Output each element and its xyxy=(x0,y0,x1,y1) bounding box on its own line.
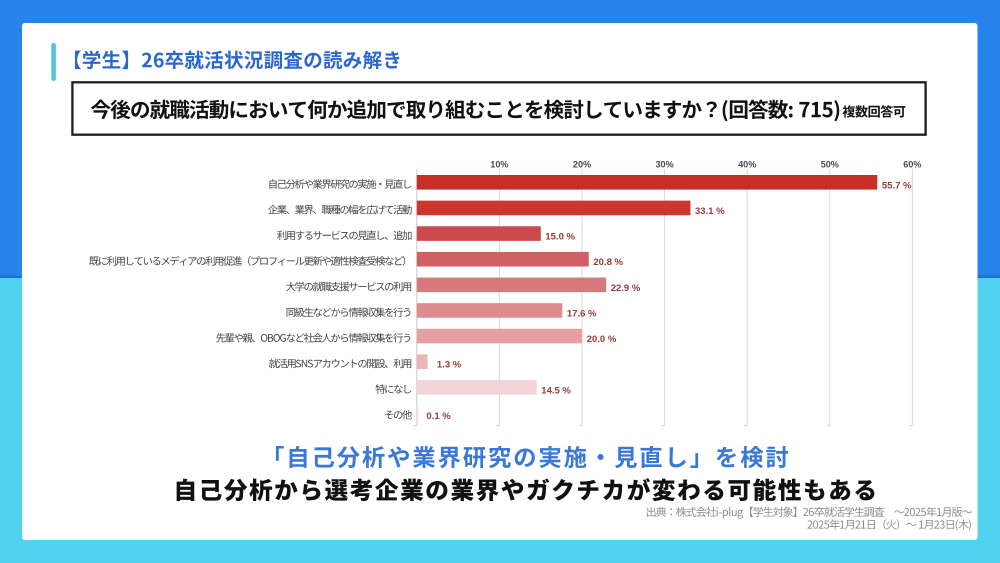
svg-text:0.1 %: 0.1 % xyxy=(426,411,451,422)
svg-text:30%: 30% xyxy=(655,160,673,170)
svg-text:14.5 %: 14.5 % xyxy=(541,385,571,396)
svg-text:20.0 %: 20.0 % xyxy=(587,334,617,345)
svg-text:33.1 %: 33.1 % xyxy=(695,206,725,217)
svg-text:1.3 %: 1.3 % xyxy=(437,360,462,371)
svg-text:60%: 60% xyxy=(903,160,921,170)
svg-text:15.0 %: 15.0 % xyxy=(545,232,575,243)
svg-text:20.8 %: 20.8 % xyxy=(593,257,623,268)
svg-text:17.6 %: 17.6 % xyxy=(567,308,597,319)
svg-text:40%: 40% xyxy=(738,160,756,170)
svg-text:22.9 %: 22.9 % xyxy=(611,283,641,294)
svg-text:55.7 %: 55.7 % xyxy=(882,180,912,191)
svg-text:10%: 10% xyxy=(490,160,508,170)
svg-text:20%: 20% xyxy=(573,160,591,170)
svg-text:50%: 50% xyxy=(821,160,839,170)
